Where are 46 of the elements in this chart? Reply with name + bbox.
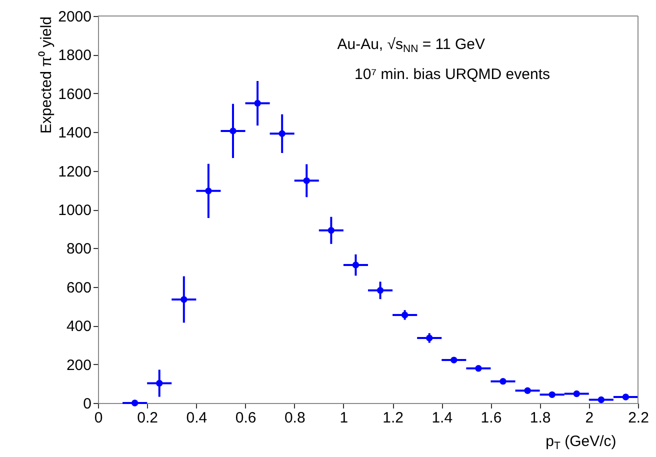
point [156, 380, 163, 387]
point [573, 390, 580, 398]
x-tick-label: 0 [94, 410, 103, 426]
point [230, 128, 236, 134]
point [352, 262, 360, 268]
x-tick-label: 0.2 [137, 410, 158, 426]
x-tick-label: 2.2 [628, 410, 649, 426]
point [205, 188, 212, 194]
point [426, 334, 433, 342]
x-tick-label: 0.4 [186, 410, 208, 426]
point [622, 394, 630, 400]
x-tick-label: 1 [340, 410, 348, 426]
point [475, 365, 482, 372]
point [131, 400, 138, 406]
y-axis-title: Expected π⁰ yield [38, 16, 56, 134]
y-tick-label: 0 [83, 396, 92, 412]
point [303, 177, 310, 184]
x-tick-label: 1.6 [480, 410, 502, 426]
y-tick-label: 1400 [58, 124, 92, 142]
x-tick-label: 1.4 [432, 410, 453, 426]
y-tick-label: 1000 [58, 202, 92, 219]
x-tick-label: 0.8 [284, 410, 306, 426]
point [598, 396, 605, 404]
y-tick-label: 200 [66, 356, 92, 374]
y-tick-label: 800 [66, 240, 92, 258]
y-tick-label: 600 [66, 279, 92, 296]
annotation: 10⁷ min. bias URQMD events [354, 66, 550, 83]
point [500, 378, 506, 385]
point [450, 356, 458, 364]
y-tick-label: 400 [66, 318, 92, 336]
point [328, 227, 335, 234]
point [524, 387, 531, 394]
point [254, 100, 261, 107]
y-tick-label: 1200 [58, 163, 92, 180]
x-tick-label: 1.8 [530, 410, 551, 426]
x-tick-label: 0.6 [235, 410, 256, 426]
point [376, 287, 384, 294]
point [180, 296, 188, 303]
y-tick-label: 2000 [58, 8, 92, 26]
point [548, 391, 556, 398]
point [401, 312, 408, 318]
x-tick-label: 1.2 [382, 410, 404, 426]
point [278, 130, 286, 137]
x-tick-label: 2 [585, 410, 594, 426]
y-tick-label: 1600 [58, 86, 92, 103]
y-tick-label: 1800 [58, 47, 92, 64]
